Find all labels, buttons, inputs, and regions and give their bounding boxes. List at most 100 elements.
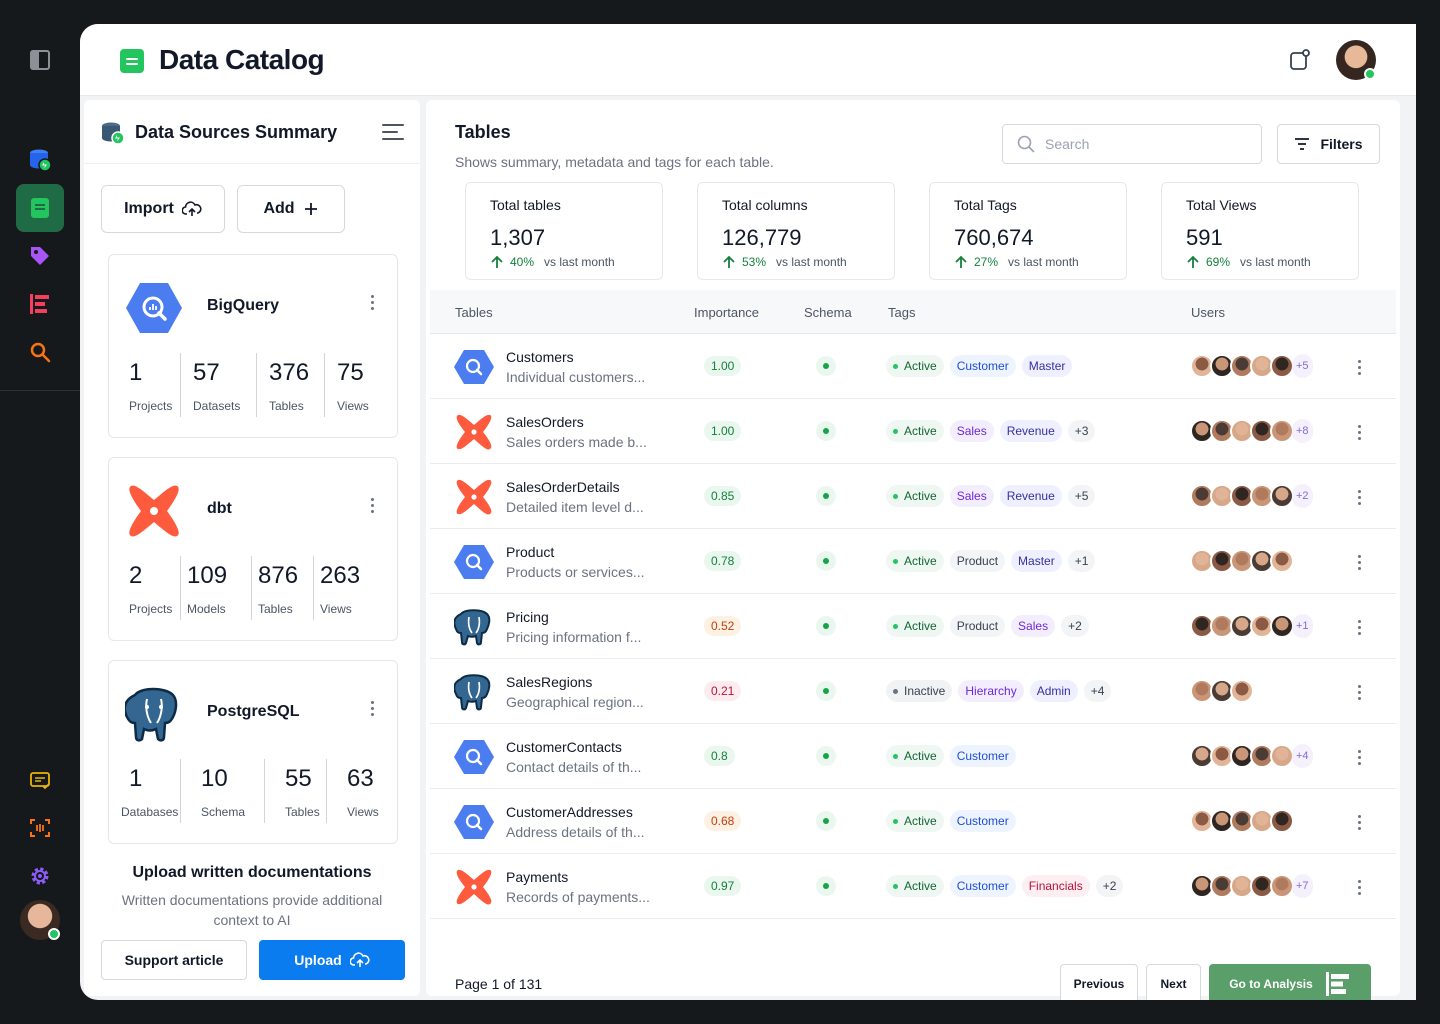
go-to-analysis-button[interactable]: Go to Analysis [1209, 964, 1371, 1000]
row-more-button[interactable] [1358, 490, 1362, 506]
table-name[interactable]: SalesOrders [506, 414, 584, 430]
collapse-sidebar-button[interactable] [16, 36, 64, 84]
col-tags[interactable]: Tags [888, 305, 916, 320]
tag[interactable]: Product [949, 550, 1006, 572]
source-card-bigquery[interactable]: BigQuery 1 Projects 57 Datasets 376 Tables … [108, 254, 398, 438]
more-tags-badge[interactable]: +2 [1061, 615, 1089, 637]
card-more-button[interactable] [371, 701, 375, 717]
notifications-button[interactable] [1288, 48, 1312, 72]
table-row[interactable]: CustomerAddresses Address details of th..… [430, 789, 1396, 854]
rail-data-sources[interactable] [16, 136, 64, 184]
row-more-button[interactable] [1358, 750, 1362, 766]
user-avatar[interactable] [1210, 744, 1234, 768]
add-button[interactable]: Add [237, 185, 345, 233]
tag[interactable]: Customer [949, 810, 1016, 832]
status-tag[interactable]: Active [886, 875, 944, 897]
user-avatar[interactable] [1270, 614, 1294, 638]
import-button[interactable]: Import [101, 185, 225, 233]
table-name[interactable]: Customers [506, 349, 574, 365]
table-row[interactable]: SalesOrderDetails Detailed item level d..… [430, 464, 1396, 529]
status-tag[interactable]: Inactive [886, 680, 953, 702]
tag[interactable]: Master [1011, 550, 1062, 572]
next-button[interactable]: Next [1146, 964, 1201, 1000]
more-users-badge[interactable]: +7 [1292, 874, 1313, 898]
user-avatar[interactable] [1270, 354, 1294, 378]
table-row[interactable]: Pricing Pricing information f... 0.52 Activ… [430, 594, 1396, 659]
status-tag[interactable]: Active [886, 615, 944, 637]
status-tag[interactable]: Active [886, 745, 944, 767]
user-avatar[interactable] [1190, 809, 1214, 833]
table-name[interactable]: Product [506, 544, 555, 560]
row-more-button[interactable] [1358, 620, 1362, 636]
user-avatar[interactable] [1250, 874, 1274, 898]
rail-tags[interactable] [16, 232, 64, 280]
table-name[interactable]: Payments [506, 869, 569, 885]
more-users-badge[interactable]: +8 [1292, 419, 1313, 443]
table-row[interactable]: Payments Records of payments... 0.97 Active… [430, 854, 1396, 919]
user-avatar[interactable] [1270, 419, 1294, 443]
more-users-badge[interactable]: +4 [1292, 744, 1313, 768]
user-avatar[interactable] [1270, 874, 1294, 898]
row-more-button[interactable] [1358, 425, 1362, 441]
tag[interactable]: Admin [1029, 680, 1078, 702]
tag[interactable]: Revenue [999, 485, 1062, 507]
tag[interactable]: Customer [949, 355, 1016, 377]
status-tag[interactable]: Active [886, 550, 944, 572]
tag[interactable]: Hierarchy [958, 680, 1024, 702]
table-name[interactable]: SalesOrderDetails [506, 479, 620, 495]
tag[interactable]: Revenue [999, 420, 1062, 442]
previous-button[interactable]: Previous [1060, 964, 1138, 1000]
more-users-badge[interactable]: +5 [1292, 354, 1313, 378]
rail-settings[interactable] [16, 852, 64, 900]
table-row[interactable]: SalesOrders Sales orders made b... 1.00 Act… [430, 399, 1396, 464]
more-tags-badge[interactable]: +5 [1067, 485, 1096, 507]
rail-catalog[interactable] [16, 184, 64, 232]
table-row[interactable]: SalesRegions Geographical region... 0.21 In… [430, 659, 1396, 724]
more-tags-badge[interactable]: +1 [1067, 550, 1096, 572]
user-avatar[interactable] [1270, 484, 1294, 508]
table-row[interactable]: Customers Individual customers... 1.00 Acti… [430, 334, 1396, 399]
more-tags-badge[interactable]: +3 [1067, 420, 1096, 442]
user-avatar[interactable] [1270, 744, 1294, 768]
tag[interactable]: Sales [1011, 615, 1056, 637]
table-name[interactable]: CustomerContacts [506, 739, 622, 755]
rail-reviews[interactable] [16, 756, 64, 804]
col-users[interactable]: Users [1191, 305, 1225, 320]
tag[interactable]: Customer [949, 745, 1016, 767]
source-card-dbt[interactable]: dbt 2 Projects 109 Models 876 Tables 263 Vie… [108, 457, 398, 641]
user-avatar[interactable] [1230, 679, 1254, 703]
more-tags-badge[interactable]: +2 [1095, 875, 1124, 897]
tag[interactable]: Sales [949, 485, 994, 507]
table-row[interactable]: Product Products or services... 0.78 Active… [430, 529, 1396, 594]
card-more-button[interactable] [371, 295, 375, 311]
row-more-button[interactable] [1358, 880, 1362, 896]
status-tag[interactable]: Active [886, 420, 944, 442]
row-more-button[interactable] [1358, 360, 1362, 376]
tag[interactable]: Sales [949, 420, 994, 442]
status-tag[interactable]: Active [886, 355, 944, 377]
tag[interactable]: Customer [949, 875, 1016, 897]
status-tag[interactable]: Active [886, 485, 944, 507]
col-tables[interactable]: Tables [455, 305, 493, 320]
col-schema[interactable]: Schema [804, 305, 852, 320]
panel-menu-button[interactable] [382, 124, 404, 142]
more-users-badge[interactable]: +1 [1292, 614, 1313, 638]
user-avatar[interactable] [1270, 549, 1294, 573]
more-tags-badge[interactable]: +4 [1083, 680, 1112, 702]
row-more-button[interactable] [1358, 685, 1362, 701]
search-box[interactable] [1002, 124, 1262, 164]
user-avatar[interactable] [1270, 809, 1294, 833]
table-name[interactable]: SalesRegions [506, 674, 593, 690]
table-name[interactable]: CustomerAddresses [506, 804, 633, 820]
support-article-button[interactable]: Support article [101, 940, 247, 980]
row-more-button[interactable] [1358, 555, 1362, 571]
card-more-button[interactable] [371, 498, 375, 514]
tag[interactable]: Product [949, 615, 1006, 637]
table-name[interactable]: Pricing [506, 609, 549, 625]
user-avatar[interactable] [1250, 744, 1274, 768]
row-more-button[interactable] [1358, 815, 1362, 831]
table-row[interactable]: CustomerContacts Contact details of th...… [430, 724, 1396, 789]
upload-button[interactable]: Upload [259, 940, 405, 980]
more-users-badge[interactable]: +2 [1292, 484, 1313, 508]
rail-analysis[interactable] [16, 280, 64, 328]
